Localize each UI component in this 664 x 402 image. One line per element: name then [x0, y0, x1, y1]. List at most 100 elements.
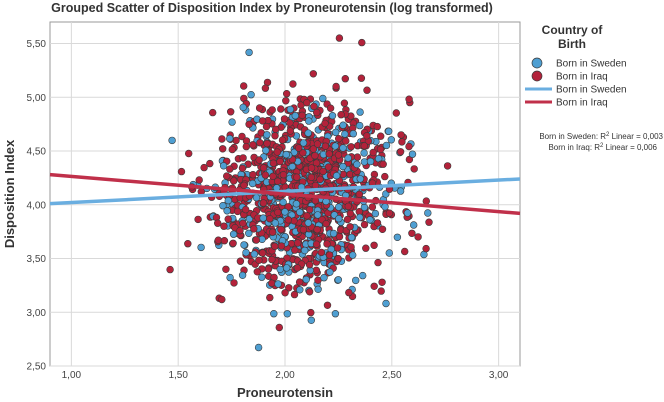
point-born-in-sweden [270, 310, 278, 318]
x-tick-labels: 1,00 1,50 2,00 2,50 3,00 [62, 370, 509, 381]
point-born-in-iraq [309, 70, 317, 78]
point-born-in-iraq [278, 136, 287, 144]
point-born-in-iraq [284, 216, 292, 224]
point-born-in-iraq [281, 289, 289, 297]
point-born-in-sweden [259, 214, 267, 222]
point-born-in-iraq [398, 138, 406, 146]
legend-label: Born in Iraq [556, 98, 608, 109]
point-born-in-iraq [230, 279, 238, 287]
point-born-in-iraq [261, 171, 270, 179]
point-born-in-iraq [312, 266, 320, 274]
point-born-in-iraq [295, 278, 304, 286]
point-born-in-sweden [356, 213, 364, 222]
point-born-in-sweden [381, 203, 389, 211]
point-born-in-iraq [385, 209, 394, 217]
point-born-in-iraq [319, 167, 327, 176]
y-tick-label: 2,50 [27, 362, 47, 373]
point-born-in-iraq [227, 108, 235, 116]
fit-line-born-in-iraq [49, 172, 521, 216]
x-tick-label: 3,00 [489, 370, 509, 381]
point-born-in-sweden [396, 187, 405, 195]
point-born-in-iraq [253, 268, 261, 276]
point-born-in-iraq [381, 172, 389, 181]
point-born-in-iraq [335, 233, 344, 241]
point-born-in-sweden [339, 121, 347, 129]
point-born-in-sweden [288, 162, 296, 171]
point-born-in-iraq [303, 98, 311, 107]
point-born-in-sweden [349, 251, 357, 259]
point-born-in-iraq [312, 240, 321, 248]
point-born-in-iraq [293, 173, 301, 181]
point-born-in-iraq [240, 181, 248, 190]
point-born-in-sweden [299, 139, 308, 147]
point-born-in-iraq [405, 95, 413, 103]
point-born-in-iraq [321, 119, 329, 128]
x-tick-label: 2,00 [275, 370, 295, 381]
point-born-in-sweden [408, 150, 417, 158]
point-born-in-iraq [274, 177, 282, 186]
y-axis-label: Disposition Index [2, 139, 17, 248]
point-born-in-iraq [286, 119, 294, 127]
point-born-in-iraq [266, 215, 274, 223]
point-born-in-sweden [226, 134, 234, 143]
point-born-in-sweden [197, 243, 205, 252]
point-born-in-sweden [286, 105, 295, 114]
point-born-in-iraq [307, 308, 315, 317]
point-born-in-iraq [307, 164, 316, 172]
point-born-in-sweden [385, 127, 393, 136]
point-born-in-sweden [263, 131, 271, 139]
point-born-in-sweden [296, 286, 304, 294]
point-born-in-iraq [358, 38, 366, 47]
y-tick-label: 4,50 [27, 147, 47, 158]
point-born-in-sweden [410, 221, 418, 229]
point-born-in-iraq [249, 141, 257, 149]
point-born-in-iraq [268, 106, 276, 114]
point-born-in-iraq [340, 99, 349, 107]
point-born-in-iraq [344, 202, 352, 211]
point-born-in-sweden [219, 202, 227, 210]
point-born-in-sweden [329, 229, 338, 238]
point-born-in-iraq [214, 236, 223, 244]
point-born-in-iraq [218, 295, 226, 304]
point-born-in-iraq [325, 251, 334, 259]
point-born-in-iraq [332, 82, 340, 91]
point-born-in-iraq [255, 104, 264, 112]
point-born-in-iraq [378, 225, 387, 234]
point-born-in-sweden [245, 48, 253, 57]
point-born-in-sweden [335, 203, 343, 211]
point-born-in-sweden [168, 136, 176, 145]
fit-line-born-in-sweden [49, 177, 521, 206]
point-born-in-iraq [325, 150, 333, 158]
y-tick-labels: 2,50 3,00 3,50 4,00 4,50 5,00 5,50 [27, 39, 47, 373]
point-born-in-sweden [359, 271, 367, 280]
r2-label-iraq: Born in Iraq: R2 Linear = 0,006 [548, 143, 657, 152]
point-born-in-sweden [326, 268, 334, 276]
legend: Country of Birth Born in Sweden Born in I… [525, 23, 627, 109]
point-born-in-iraq [311, 152, 319, 160]
point-born-in-iraq [200, 163, 208, 172]
point-born-in-iraq [324, 163, 333, 171]
point-born-in-sweden [291, 111, 299, 120]
point-born-in-iraq [374, 258, 382, 267]
point-born-in-iraq [277, 242, 286, 250]
point-born-in-iraq [206, 159, 214, 168]
point-born-in-iraq [274, 208, 282, 217]
point-born-in-iraq [323, 240, 331, 248]
point-born-in-iraq [219, 145, 227, 153]
point-born-in-iraq [166, 265, 174, 274]
point-born-in-sweden [331, 310, 340, 318]
point-born-in-sweden [332, 172, 341, 180]
legend-label: Born in Iraq [556, 72, 608, 83]
legend-title-line2: Birth [558, 37, 586, 51]
point-born-in-iraq [252, 236, 260, 244]
point-born-in-iraq [370, 241, 378, 250]
point-born-in-iraq [236, 257, 245, 265]
point-born-in-iraq [268, 255, 276, 264]
point-born-in-sweden [344, 154, 352, 162]
point-born-in-sweden [387, 136, 395, 144]
point-born-in-iraq [305, 261, 314, 269]
point-born-in-iraq [220, 222, 228, 230]
point-born-in-iraq [255, 256, 263, 264]
point-born-in-iraq [195, 176, 203, 184]
